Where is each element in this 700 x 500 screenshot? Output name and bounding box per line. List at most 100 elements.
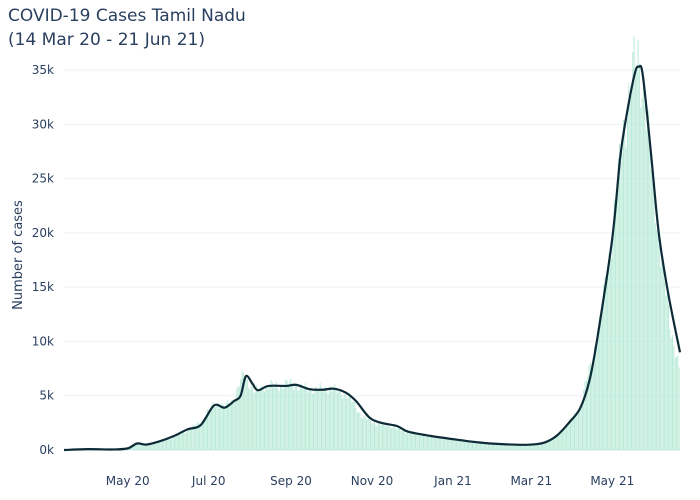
daily-case-bar [641, 98, 643, 450]
daily-case-bar [554, 435, 556, 450]
daily-case-bar [642, 75, 644, 450]
daily-case-bar [466, 440, 468, 450]
daily-case-bar [146, 445, 148, 450]
daily-case-bar [426, 434, 428, 450]
daily-case-bar [209, 409, 211, 450]
daily-case-bar [581, 400, 583, 450]
daily-case-bar [212, 402, 214, 450]
daily-case-bar [589, 362, 591, 450]
daily-case-bar [366, 419, 368, 450]
daily-case-bar [678, 367, 680, 450]
daily-case-bar [384, 424, 386, 450]
daily-case-bar [666, 293, 668, 450]
x-tick-label: Jul 20 [191, 474, 226, 488]
daily-case-bar [434, 437, 436, 450]
daily-case-bar [539, 443, 541, 450]
daily-case-bar [530, 444, 532, 450]
daily-case-bar [412, 431, 414, 450]
daily-case-bar [275, 381, 277, 450]
daily-case-bar [577, 411, 579, 450]
daily-case-bar [612, 229, 614, 450]
daily-case-bar [464, 440, 466, 450]
daily-case-bar [249, 389, 251, 450]
daily-case-bar [555, 434, 557, 450]
daily-case-bar [562, 431, 564, 450]
daily-case-bar [207, 409, 209, 450]
daily-case-bar [388, 425, 390, 450]
y-tick-label: 25k [32, 172, 54, 186]
daily-case-bar [563, 428, 565, 450]
daily-case-bar [391, 428, 393, 450]
daily-case-bar [630, 95, 632, 450]
daily-case-bar [167, 439, 169, 450]
daily-case-bar [587, 376, 589, 450]
daily-case-bar [407, 432, 409, 450]
daily-case-bar [499, 444, 501, 450]
daily-case-bar [200, 424, 202, 450]
daily-case-bar [507, 444, 509, 450]
daily-case-bar [211, 405, 213, 450]
daily-case-bar [331, 391, 333, 450]
daily-case-bar [514, 445, 516, 450]
daily-case-bar [580, 403, 582, 450]
daily-case-bar [486, 442, 488, 450]
daily-case-bar [648, 110, 650, 451]
daily-case-bar [155, 443, 157, 450]
daily-case-bar [355, 408, 357, 450]
daily-case-bar [205, 414, 207, 450]
daily-case-bar [469, 441, 471, 450]
daily-case-bar [505, 444, 507, 450]
daily-case-bar [281, 384, 283, 450]
daily-case-bar [658, 245, 660, 450]
daily-case-bar [483, 443, 485, 450]
daily-case-bar [175, 436, 177, 450]
daily-case-bar [270, 380, 272, 450]
daily-case-bar [448, 438, 450, 450]
daily-case-bar [213, 404, 215, 450]
daily-case-bar [672, 335, 674, 450]
daily-case-bar [140, 444, 142, 450]
daily-case-bar [442, 437, 444, 450]
daily-case-bar [665, 295, 667, 450]
y-tick-label: 5k [39, 389, 54, 403]
daily-case-bar [552, 437, 554, 450]
daily-case-bar [548, 439, 550, 450]
daily-case-bar [616, 194, 618, 450]
daily-case-bar [385, 426, 387, 450]
daily-case-bar [278, 391, 280, 450]
daily-case-bar [252, 387, 254, 450]
daily-case-bars [65, 36, 680, 451]
daily-case-bar [193, 425, 195, 450]
daily-case-bar [460, 439, 462, 450]
daily-case-bar [493, 443, 495, 450]
daily-case-bar [576, 414, 578, 450]
daily-case-bar [264, 391, 266, 450]
daily-case-bar [425, 435, 427, 450]
daily-case-bar [379, 422, 381, 450]
daily-case-bar [228, 403, 230, 450]
daily-case-bar [203, 418, 205, 450]
daily-case-bar [347, 397, 349, 450]
daily-case-bar [558, 433, 560, 450]
daily-case-bar [139, 444, 141, 450]
daily-case-bar [217, 404, 219, 450]
daily-case-bar [676, 356, 678, 450]
daily-case-bar [215, 407, 216, 450]
x-tick-label: May 21 [590, 474, 634, 488]
daily-case-bar [547, 441, 549, 450]
x-axis: May 20 Jul 20 Sep 20 Nov 20 Jan 21 Mar 21 May … [106, 474, 634, 488]
daily-case-bar [546, 441, 548, 450]
daily-case-bar [306, 387, 308, 450]
daily-case-bar [295, 385, 297, 450]
daily-case-bar [283, 386, 285, 450]
daily-case-bar [151, 444, 153, 450]
daily-case-bar [222, 404, 224, 450]
daily-case-bar [556, 434, 558, 450]
daily-case-bar [603, 284, 605, 450]
daily-case-bar [277, 388, 279, 450]
daily-case-bar [226, 399, 228, 450]
daily-case-bar [482, 442, 484, 450]
daily-case-bar [185, 432, 187, 450]
daily-case-bar [311, 393, 313, 450]
x-tick-label: Jan 21 [433, 474, 472, 488]
